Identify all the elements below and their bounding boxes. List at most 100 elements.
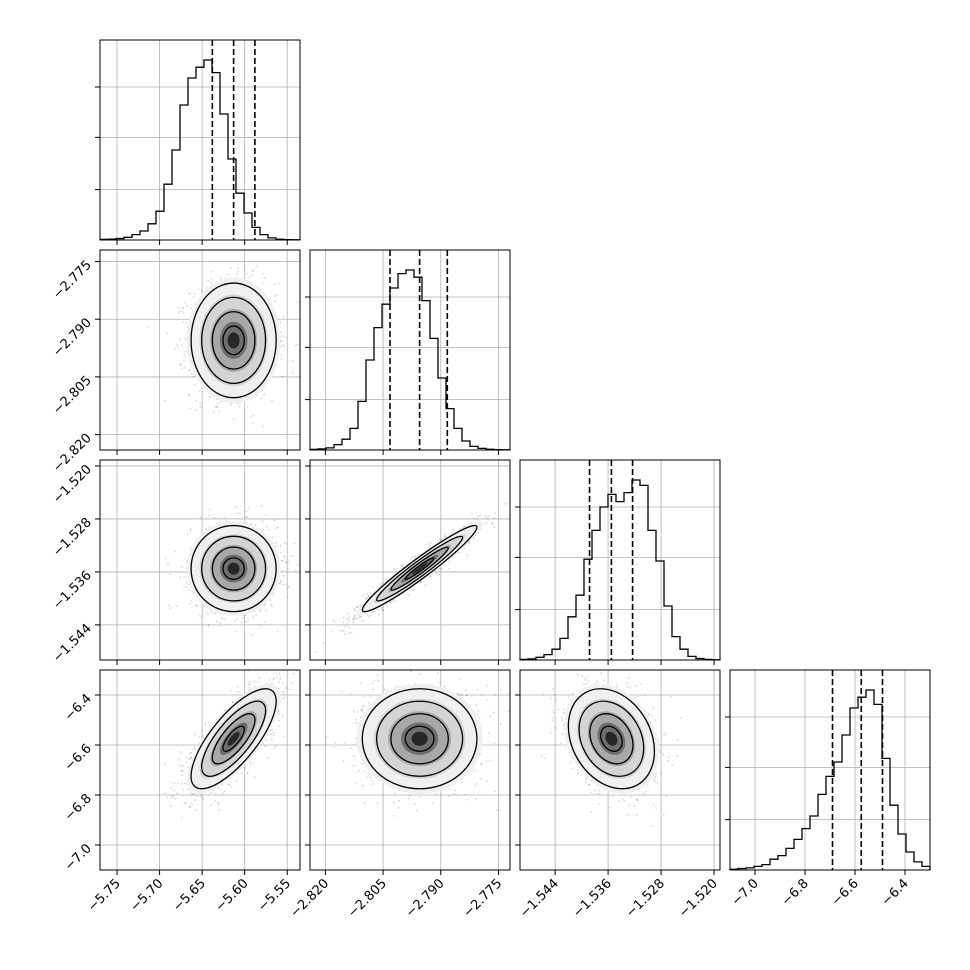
- scatter-point: [458, 551, 461, 554]
- scatter-point: [491, 522, 494, 524]
- scatter-point: [279, 582, 282, 585]
- panel-content: [164, 505, 299, 637]
- scatter-point: [266, 756, 269, 759]
- scatter-point: [444, 535, 446, 538]
- scatter-point: [206, 612, 209, 615]
- scatter-point: [286, 596, 289, 598]
- scatter-point: [347, 618, 349, 621]
- scatter-point: [252, 269, 255, 272]
- scatter-point: [471, 513, 473, 515]
- scatter-point: [180, 367, 183, 370]
- scatter-point: [199, 402, 202, 405]
- scatter-point: [348, 632, 350, 635]
- scatter-point: [252, 421, 255, 424]
- scatter-point: [182, 311, 185, 314]
- scatter-point: [339, 629, 342, 632]
- scatter-point: [167, 563, 169, 565]
- density-fill: [227, 332, 240, 349]
- scatter-point: [282, 315, 285, 318]
- scatter-point: [251, 634, 254, 637]
- scatter-point: [271, 738, 273, 741]
- scatter-point: [279, 354, 282, 357]
- scatter-point: [267, 528, 270, 531]
- scatter-point: [484, 515, 487, 517]
- scatter-point: [280, 340, 283, 342]
- scatter-point: [146, 326, 149, 328]
- scatter-point: [381, 610, 384, 613]
- scatter-point: [355, 606, 358, 609]
- scatter-point: [354, 609, 356, 612]
- scatter-point: [178, 758, 181, 761]
- histogram-step: [99, 59, 301, 241]
- scatter-point: [207, 624, 210, 627]
- scatter-point: [365, 597, 368, 599]
- scatter-point: [219, 400, 222, 403]
- density-fill: [411, 562, 428, 575]
- scatter-point: [200, 289, 203, 292]
- contour-line: [222, 557, 245, 581]
- scatter-point: [249, 680, 252, 683]
- scatter-point: [185, 581, 187, 584]
- scatter-point: [315, 651, 318, 653]
- scatter-point: [179, 364, 182, 367]
- contour-line: [190, 282, 277, 399]
- scatter-point: [245, 614, 247, 616]
- scatter-point: [242, 614, 245, 617]
- scatter-point: [362, 594, 365, 596]
- scatter-point: [273, 747, 276, 749]
- scatter-point: [216, 405, 219, 408]
- scatter-point: [181, 565, 184, 568]
- scatter-point: [367, 595, 370, 598]
- scatter-point: [216, 620, 219, 623]
- scatter-point: [198, 615, 201, 617]
- x-tick-label: −6.8: [779, 876, 812, 909]
- scatter-point: [492, 523, 494, 525]
- scatter-point: [356, 606, 359, 609]
- panel-content: [146, 265, 299, 428]
- scatter-point: [279, 677, 282, 680]
- scatter-point: [402, 563, 404, 566]
- scatter-point: [210, 278, 213, 281]
- scatter-point: [202, 798, 205, 800]
- histogram-step: [729, 689, 931, 870]
- scatter-point: [217, 787, 220, 790]
- contour-line: [375, 535, 464, 602]
- scatter-point: [166, 796, 169, 798]
- scatter-point: [185, 322, 188, 324]
- scatter-point: [232, 418, 235, 420]
- scatter-point: [349, 627, 351, 630]
- scatter-point: [352, 618, 354, 621]
- density-panel-3-0: −5.75 −5.70 −5.65 −5.60 −5.55−7.0−6.8−6.6−6.…: [62, 669, 301, 915]
- scatter-point: [280, 340, 282, 343]
- x-tick-label: −7.0: [729, 876, 762, 909]
- scatter-point: [355, 617, 358, 620]
- scatter-point: [179, 338, 182, 341]
- scatter-point: [252, 616, 255, 619]
- scatter-point: [352, 618, 355, 621]
- scatter-point: [257, 623, 259, 626]
- scatter-point: [365, 598, 367, 600]
- scatter-point: [278, 681, 280, 684]
- scatter-point: [180, 344, 183, 347]
- scatter-point: [189, 527, 192, 530]
- scatter-point: [292, 372, 294, 374]
- scatter-point: [199, 406, 202, 408]
- scatter-point: [271, 605, 273, 608]
- scatter-point: [215, 522, 218, 525]
- scatter-point: [166, 332, 169, 335]
- scatter-point: [250, 274, 253, 277]
- scatter-point: [283, 345, 286, 347]
- scatter-point: [271, 399, 273, 402]
- scatter-point: [248, 276, 251, 279]
- scatter-point: [284, 583, 287, 586]
- scatter-point: [281, 559, 283, 562]
- scatter-point: [359, 615, 361, 618]
- scatter-point: [245, 620, 248, 623]
- x-tick-label: −6.4: [879, 876, 912, 909]
- scatter-point: [444, 534, 446, 536]
- scatter-point: [194, 292, 196, 295]
- scatter-point: [348, 620, 350, 623]
- scatter-point: [291, 360, 294, 363]
- scatter-point: [288, 585, 290, 588]
- scatter-point: [485, 522, 487, 524]
